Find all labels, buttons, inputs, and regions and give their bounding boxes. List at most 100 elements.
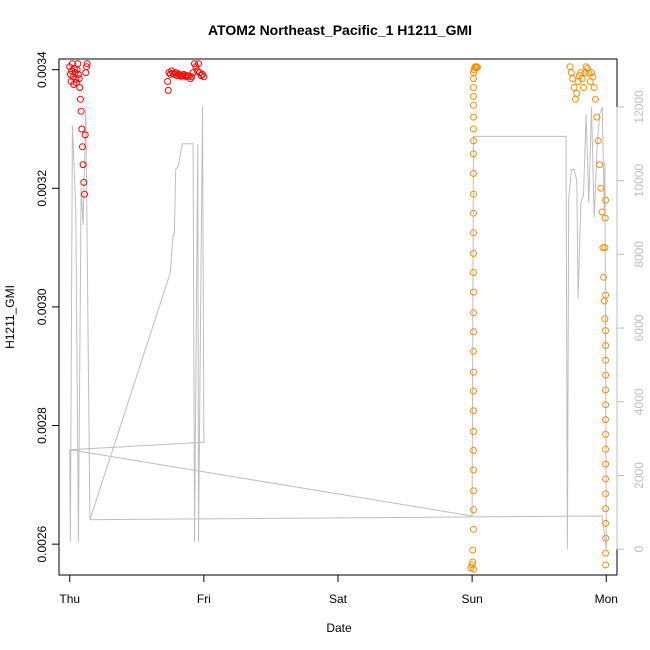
data-point bbox=[81, 190, 88, 198]
y-tick-label: 0.0030 bbox=[35, 288, 49, 325]
data-point bbox=[470, 150, 477, 158]
data-point bbox=[470, 368, 477, 376]
data-point bbox=[569, 75, 577, 83]
altitude-line bbox=[69, 106, 607, 550]
data-point bbox=[602, 342, 610, 349]
data-point bbox=[578, 75, 586, 83]
data-point bbox=[470, 101, 477, 109]
data-point bbox=[468, 561, 476, 569]
data-point bbox=[83, 60, 91, 68]
data-point bbox=[200, 73, 208, 81]
data-point bbox=[602, 401, 610, 409]
data-point bbox=[600, 297, 608, 305]
data-point bbox=[602, 519, 610, 527]
data-point bbox=[602, 460, 610, 468]
data-point bbox=[470, 525, 477, 533]
data-point bbox=[598, 208, 606, 216]
data-point bbox=[78, 125, 86, 133]
data-point bbox=[164, 86, 172, 94]
data-point bbox=[470, 92, 477, 100]
data-point bbox=[470, 428, 477, 435]
data-point bbox=[79, 143, 86, 151]
data-point bbox=[470, 407, 477, 415]
data-point bbox=[173, 72, 181, 80]
data-point bbox=[602, 371, 610, 379]
series-1 bbox=[66, 60, 208, 198]
y-axis-left: 0.0026 0.0028 0.0030 0.0032 0.0034 bbox=[35, 51, 60, 563]
data-point bbox=[470, 250, 477, 257]
y2-tick-label: 2000 bbox=[632, 462, 646, 489]
x-tick-label: Sat bbox=[329, 592, 348, 606]
data-point bbox=[590, 84, 598, 91]
data-point bbox=[599, 244, 607, 252]
data-point bbox=[470, 209, 477, 217]
data-point bbox=[82, 69, 90, 77]
data-point bbox=[470, 113, 477, 121]
data-point bbox=[76, 84, 84, 91]
series-2 bbox=[467, 63, 610, 573]
data-point bbox=[602, 475, 610, 483]
data-point bbox=[601, 244, 609, 252]
data-point bbox=[195, 60, 202, 68]
chart-title: ATOM2 Northeast_Pacific_1 H1211_GMI bbox=[208, 22, 472, 38]
data-point bbox=[582, 63, 590, 71]
data-point bbox=[602, 445, 610, 453]
altitude-series bbox=[69, 106, 607, 550]
data-point bbox=[470, 466, 477, 474]
data-point bbox=[469, 546, 477, 554]
x-tick-label: Mon bbox=[595, 592, 618, 606]
y2-tick-label: 4000 bbox=[632, 388, 646, 415]
data-point bbox=[474, 63, 481, 71]
data-point bbox=[176, 71, 184, 79]
data-point bbox=[571, 95, 579, 103]
data-point bbox=[596, 161, 604, 169]
data-point bbox=[470, 229, 477, 237]
y-axis-right: 0 2000 4000 6000 8000 10000 12000 bbox=[616, 90, 646, 553]
data-point bbox=[470, 309, 477, 317]
data-point bbox=[602, 505, 610, 513]
data-point bbox=[77, 95, 84, 103]
data-point bbox=[589, 73, 597, 81]
data-point bbox=[588, 69, 595, 77]
data-point bbox=[602, 416, 610, 424]
data-point bbox=[601, 315, 609, 323]
y-tick-label: 0.0026 bbox=[35, 525, 49, 562]
data-point bbox=[584, 65, 591, 72]
data-point bbox=[470, 506, 477, 514]
data-point bbox=[473, 63, 481, 71]
data-point bbox=[81, 131, 89, 139]
data-point bbox=[470, 446, 477, 454]
data-point bbox=[470, 125, 477, 133]
data-point bbox=[567, 69, 575, 77]
data-point bbox=[602, 561, 610, 569]
data-point bbox=[469, 558, 477, 566]
data-point bbox=[602, 534, 610, 542]
data-point bbox=[602, 356, 610, 364]
data-point bbox=[77, 107, 85, 115]
data-point bbox=[594, 137, 602, 145]
data-point bbox=[79, 161, 87, 169]
data-point bbox=[181, 72, 189, 80]
data-point bbox=[570, 84, 578, 91]
data-point bbox=[592, 95, 599, 103]
data-point bbox=[470, 84, 477, 91]
y-axis-label: H1211_GMI bbox=[3, 285, 17, 349]
y2-tick-label: 6000 bbox=[632, 314, 646, 341]
x-tick-label: Sun bbox=[461, 592, 482, 606]
data-point bbox=[187, 75, 194, 83]
data-point bbox=[470, 269, 477, 276]
data-point bbox=[470, 190, 477, 198]
data-point bbox=[602, 327, 610, 335]
data-point bbox=[470, 170, 477, 177]
data-point bbox=[602, 386, 610, 394]
data-point bbox=[470, 288, 477, 296]
y-tick-label: 0.0032 bbox=[35, 170, 49, 207]
y2-tick-label: 12000 bbox=[632, 90, 646, 124]
data-point bbox=[470, 137, 477, 145]
data-point bbox=[80, 178, 88, 186]
data-point bbox=[74, 60, 82, 68]
data-point bbox=[602, 490, 610, 498]
data-point bbox=[585, 69, 593, 77]
data-point bbox=[602, 549, 610, 557]
